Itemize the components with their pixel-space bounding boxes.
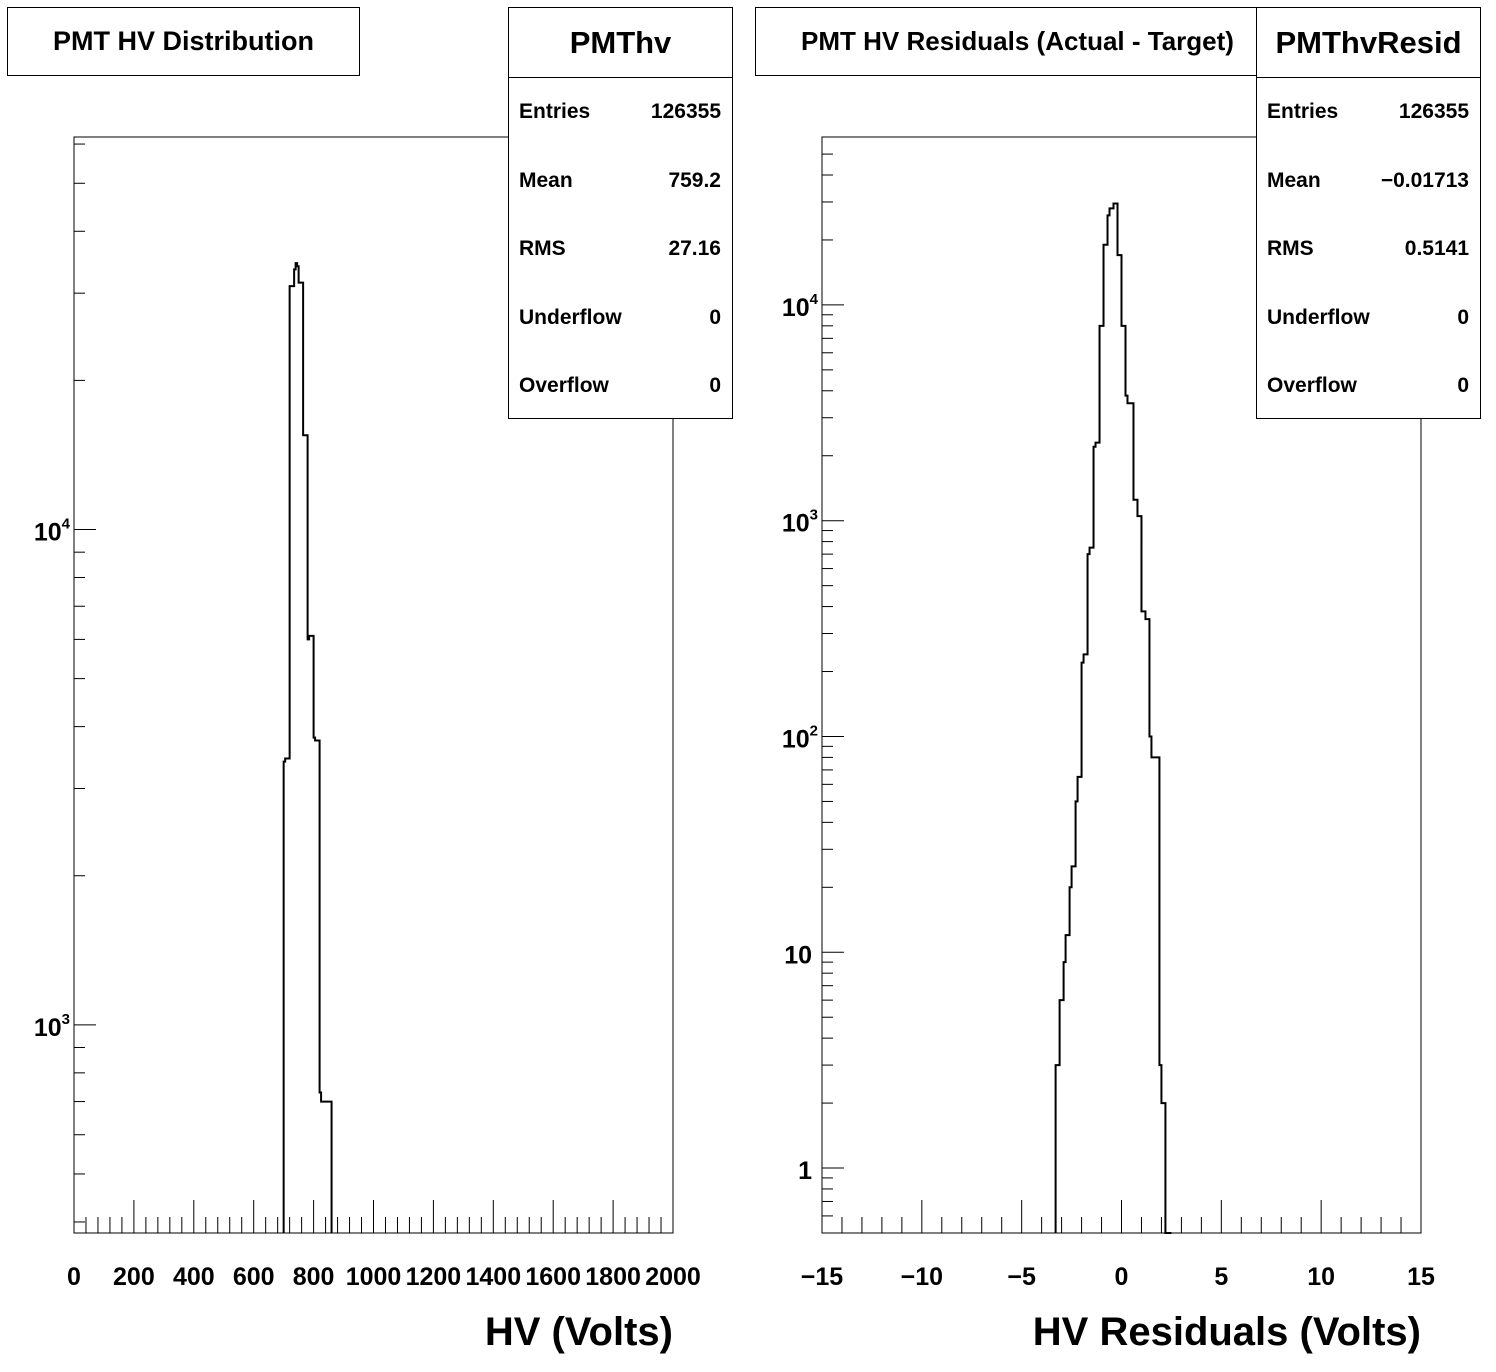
left-y-tick-label: 104 xyxy=(34,516,71,547)
right-stats-label: Underflow xyxy=(1267,305,1370,329)
left-stats-label: Entries xyxy=(519,100,591,124)
right-stats-row-overflow: Overflow 0 xyxy=(1257,352,1480,421)
right-y-tick-label: 1 xyxy=(798,1157,812,1185)
left-stats-box: PMThv Entries 126355 Mean 759.2 RMS 27.1… xyxy=(508,7,733,419)
right-x-tick-label: 15 xyxy=(1407,1263,1435,1291)
right-stats-row-mean: Mean −0.01713 xyxy=(1257,147,1480,216)
left-chart-title: PMT HV Distribution xyxy=(7,7,360,76)
left-stats-row-overflow: Overflow 0 xyxy=(509,352,732,421)
right-y-tick-label: 10 xyxy=(784,941,812,969)
right-x-tick-label: 0 xyxy=(1115,1263,1129,1291)
left-stats-row-mean: Mean 759.2 xyxy=(509,147,732,216)
right-stats-value: 0 xyxy=(1457,374,1469,398)
right-stats-box: PMThvResid Entries 126355 Mean −0.01713 … xyxy=(1256,7,1481,419)
right-y-tick-label: 102 xyxy=(782,722,818,753)
left-stats-row-underflow: Underflow 0 xyxy=(509,284,732,353)
right-stats-row-rms: RMS 0.5141 xyxy=(1257,215,1480,284)
left-stats-row-entries: Entries 126355 xyxy=(509,78,732,147)
right-x-axis-title: HV Residuals (Volts) xyxy=(1033,1310,1421,1354)
left-x-tick-label: 0 xyxy=(67,1263,81,1291)
right-x-tick-label: −10 xyxy=(901,1263,943,1291)
right-x-tick-label: −5 xyxy=(1007,1263,1036,1291)
right-stats-label: Mean xyxy=(1267,168,1321,192)
right-x-tick-label: 10 xyxy=(1307,1263,1335,1291)
right-stats-value: 0.5141 xyxy=(1404,237,1469,261)
left-stats-label: Overflow xyxy=(519,374,609,398)
left-x-tick-label: 1400 xyxy=(465,1263,521,1291)
left-stats-row-rms: RMS 27.16 xyxy=(509,215,732,284)
right-stats-value: 126355 xyxy=(1398,100,1469,124)
left-stats-label: Mean xyxy=(519,168,573,192)
left-histogram-line xyxy=(282,262,333,1233)
right-histogram-line xyxy=(1054,202,1172,1234)
right-stats-label: Entries xyxy=(1267,100,1339,124)
right-stats-name: PMThvResid xyxy=(1257,8,1480,78)
left-x-tick-label: 200 xyxy=(113,1263,155,1291)
left-x-tick-label: 600 xyxy=(233,1263,275,1291)
right-stats-label: RMS xyxy=(1267,237,1314,261)
left-stats-value: 0 xyxy=(709,374,721,398)
left-stats-value: 759.2 xyxy=(668,168,721,192)
right-stats-value: −0.01713 xyxy=(1380,168,1469,192)
right-y-tick-label: 104 xyxy=(782,291,819,322)
right-chart-title: PMT HV Residuals (Actual - Target) xyxy=(755,7,1280,76)
left-x-tick-label: 2000 xyxy=(645,1263,701,1291)
right-stats-value: 0 xyxy=(1457,305,1469,329)
left-x-tick-label: 1800 xyxy=(585,1263,641,1291)
left-x-tick-label: 400 xyxy=(173,1263,215,1291)
left-x-axis-title: HV (Volts) xyxy=(485,1310,673,1354)
left-stats-label: Underflow xyxy=(519,305,622,329)
left-x-tick-label: 1600 xyxy=(525,1263,581,1291)
left-stats-label: RMS xyxy=(519,237,566,261)
left-stats-value: 126355 xyxy=(650,100,721,124)
right-y-tick-label: 103 xyxy=(782,507,818,538)
left-x-tick-label: 800 xyxy=(293,1263,335,1291)
left-stats-name: PMThv xyxy=(509,8,732,78)
left-stats-value: 27.16 xyxy=(668,237,721,261)
right-x-tick-label: −15 xyxy=(801,1263,844,1291)
left-stats-value: 0 xyxy=(709,305,721,329)
right-stats-label: Overflow xyxy=(1267,374,1357,398)
right-stats-row-entries: Entries 126355 xyxy=(1257,78,1480,147)
left-y-tick-label: 103 xyxy=(34,1011,70,1042)
left-x-tick-label: 1200 xyxy=(406,1263,462,1291)
right-stats-row-underflow: Underflow 0 xyxy=(1257,284,1480,353)
right-x-tick-label: 5 xyxy=(1214,1263,1228,1291)
left-x-tick-label: 1000 xyxy=(346,1263,402,1291)
